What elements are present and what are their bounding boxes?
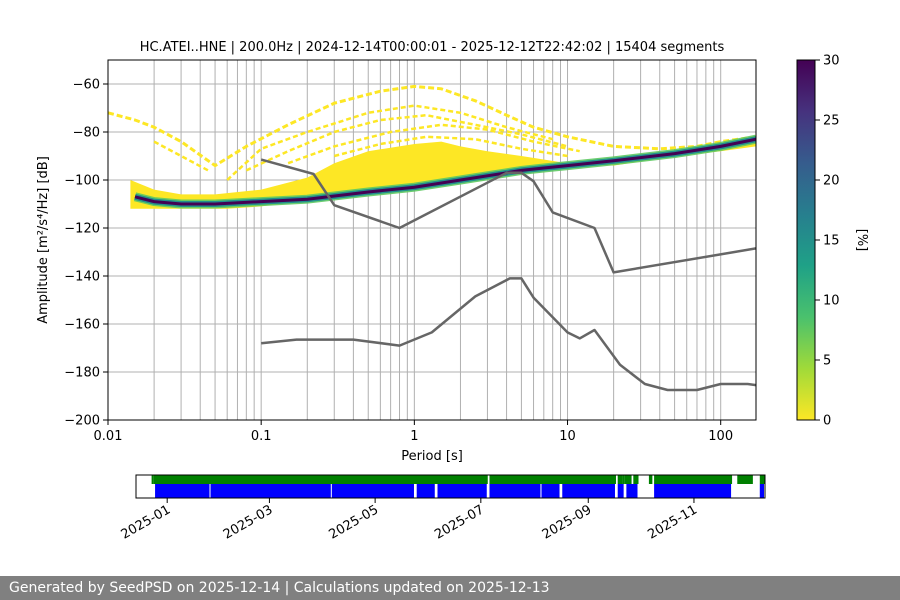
- coverage-bar: [624, 475, 632, 484]
- x-tick-label: 0.01: [94, 429, 123, 444]
- coverage-bar: [617, 475, 623, 484]
- coverage-bar: [654, 475, 733, 484]
- colorbar-tick-label: 30: [823, 54, 840, 69]
- colorbar-tick-label: 15: [823, 234, 840, 249]
- density-streak: [226, 104, 554, 181]
- x-tick-label: 1: [410, 429, 418, 444]
- colorbar-label: [%]: [854, 229, 869, 252]
- y-tick-label: −160: [64, 318, 100, 333]
- availability-timeline: 2025-01 2025-03 2025-05 2025-07 2025-09 2025-…: [119, 474, 766, 543]
- y-tick-label: −200: [64, 414, 100, 429]
- timeline-frame: [135, 474, 766, 499]
- y-tick-label: −120: [64, 222, 100, 237]
- y-tick-label: −140: [64, 270, 100, 285]
- coverage-bar: [489, 475, 616, 484]
- timeline-bars: [151, 475, 765, 498]
- timeline-tick-label: 2025-07: [432, 502, 487, 542]
- reference-line-lower: [261, 277, 756, 392]
- y-axis-ticks: −60 −80 −100 −120 −140 −160 −180 −200: [64, 78, 108, 429]
- colorbar-tick-label: 5: [823, 354, 831, 369]
- x-axis-ticks: 0.01 0.1 1 10 100: [94, 420, 733, 444]
- coverage-bar: [648, 475, 653, 484]
- coverage-bar: [153, 475, 488, 484]
- footer-text: Generated by SeedPSD on 2025-12-14 | Cal…: [9, 580, 550, 596]
- footer-bar: Generated by SeedPSD on 2025-12-14 | Cal…: [0, 576, 900, 600]
- coverage-bar: [633, 475, 639, 484]
- data-bar: [759, 484, 764, 498]
- data-bar: [541, 484, 560, 498]
- data-bar: [562, 484, 615, 498]
- plot-title: HC.ATEI..HNE | 200.0Hz | 2024-12-14T00:0…: [140, 40, 725, 55]
- timeline-tick-label: 2025-03: [221, 502, 276, 542]
- timeline-tick-label: 2025-11: [645, 502, 700, 542]
- x-tick-label: 10: [559, 429, 576, 444]
- reference-line-upper: [260, 158, 756, 274]
- data-bar: [489, 484, 541, 498]
- data-bar: [437, 484, 487, 498]
- colorbar-tick-label: 20: [823, 174, 840, 189]
- mode-curve: [134, 137, 756, 206]
- y-tick-label: −100: [64, 174, 100, 189]
- x-grid: [107, 60, 722, 420]
- data-bar: [654, 484, 732, 498]
- y-axis-label: Amplitude [m²/s⁴/Hz] [dB]: [36, 156, 51, 324]
- density-core-band: [130, 141, 756, 209]
- psd-heatmap: [108, 84, 756, 209]
- coverage-bar: [737, 475, 753, 484]
- x-tick-label: 0.1: [251, 429, 272, 444]
- plot-background: [108, 60, 756, 420]
- x-axis-label: Period [s]: [401, 449, 463, 464]
- density-outer-edge: [108, 84, 756, 168]
- data-bar: [626, 484, 638, 498]
- density-streak: [287, 123, 580, 165]
- colorbar-tick-label: 0: [823, 414, 831, 429]
- reference-lines: [260, 158, 756, 392]
- coverage-bar: [622, 475, 625, 484]
- psd-plot: HC.ATEI..HNE | 200.0Hz | 2024-12-14T00:0…: [36, 40, 757, 464]
- colorbar-gradient: [796, 59, 816, 421]
- data-bar: [210, 484, 331, 498]
- plot-frame: [107, 59, 757, 421]
- y-tick-label: −180: [64, 366, 100, 381]
- colorbar-tick-label: 10: [823, 294, 840, 309]
- y-tick-label: −60: [73, 78, 100, 93]
- data-bar: [416, 484, 435, 498]
- coverage-bar: [759, 475, 765, 484]
- colorbar-ticks: 0 5 10 15 20 25 30: [815, 54, 840, 429]
- data-bar: [331, 484, 414, 498]
- density-streak: [153, 140, 209, 172]
- x-tick-label: 100: [708, 429, 733, 444]
- colorbar-tick-label: 25: [823, 114, 840, 129]
- colorbar: 0 5 10 15 20 25 30 [%]: [796, 54, 869, 429]
- data-bar: [155, 484, 210, 498]
- timeline-tick-label: 2025-01: [119, 502, 174, 542]
- timeline-tick-label: 2025-05: [327, 502, 382, 542]
- timeline-tick-label: 2025-09: [540, 502, 595, 542]
- y-tick-label: −80: [73, 126, 100, 141]
- timeline-ticks: 2025-01 2025-03 2025-05 2025-07 2025-09 2025-…: [119, 498, 700, 543]
- data-bar: [617, 484, 624, 498]
- coverage-bar: [151, 475, 154, 484]
